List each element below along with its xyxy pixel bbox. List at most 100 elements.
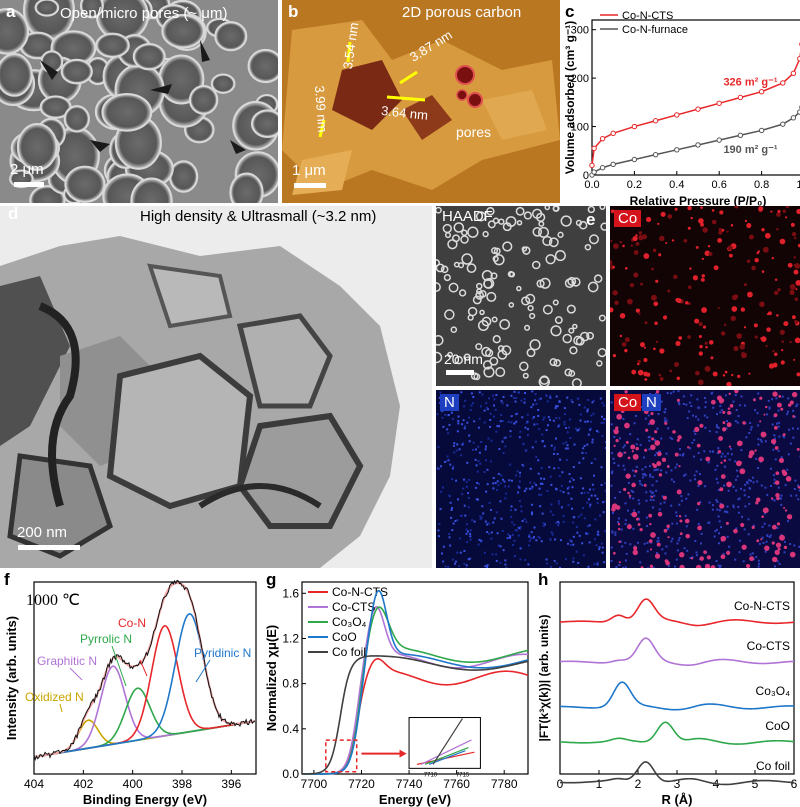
n-signal-dot — [439, 508, 442, 511]
overlay-n-dot — [718, 520, 721, 523]
inset-line — [420, 739, 472, 765]
overlay-n-dot — [783, 551, 786, 554]
n-signal-dot — [590, 420, 593, 423]
n-signal-dot — [603, 561, 606, 564]
co-signal-dot — [739, 344, 746, 350]
n-signal-dot — [583, 444, 586, 447]
overlay-n-dot — [688, 410, 691, 413]
overlay-n-dot — [622, 446, 625, 449]
haadf-particle — [527, 304, 534, 312]
x-tick-label: 7760 — [443, 777, 470, 791]
co-signal-dot — [698, 351, 703, 356]
sem-pore — [247, 48, 278, 84]
haadf-particle — [522, 372, 529, 379]
overlay-n-dot — [617, 464, 620, 467]
overlay-n-dot — [717, 564, 720, 567]
overlay-n-dot — [792, 409, 795, 412]
haadf-particle — [502, 222, 512, 232]
overlay-n-dot — [749, 421, 752, 424]
co-signal-dot — [639, 342, 645, 348]
overlay-n-dot — [749, 487, 752, 490]
n-signal-dot — [468, 434, 471, 437]
n-signal-dot — [442, 545, 445, 548]
n-signal-dot — [471, 519, 474, 522]
x-tick-label: 1 — [596, 777, 603, 791]
n-signal-dot — [484, 448, 487, 451]
overlay-n-dot — [775, 397, 778, 400]
overlay-co-dot — [696, 443, 701, 448]
series-label: Co-N-CTS — [734, 599, 790, 613]
panel-label-b: b — [288, 2, 299, 21]
n-signal-dot — [469, 409, 472, 412]
overlay-n-dot — [680, 499, 683, 502]
overlay-n-dot — [653, 469, 656, 472]
overlay-n-dot — [690, 394, 693, 397]
overlay-n-dot — [764, 512, 767, 515]
haadf-particle — [507, 270, 515, 278]
n-signal-dot — [495, 489, 498, 492]
co-signal-dot — [635, 308, 640, 313]
overlay-n-dot — [755, 457, 758, 460]
n-signal-dot — [586, 443, 589, 446]
n-signal-dot — [507, 420, 510, 423]
co-signal-dot — [633, 250, 639, 255]
overlay-n-dot — [694, 432, 697, 435]
n-signal-dot — [489, 412, 492, 415]
n-signal-dot — [562, 514, 565, 517]
n-signal-dot — [518, 436, 521, 439]
overlay-co-dot — [787, 403, 792, 407]
overlay-n-dot — [726, 452, 729, 455]
haadf-particle — [489, 356, 499, 366]
n-signal-dot — [520, 399, 523, 402]
n-signal-dot — [457, 422, 460, 425]
n-signal-dot — [545, 394, 548, 397]
n-signal-dot — [501, 420, 504, 423]
n-signal-dot — [449, 463, 452, 466]
sem-pore — [63, 105, 90, 133]
n-signal-dot — [557, 522, 560, 525]
y-tick-label: 0 — [583, 170, 589, 182]
x-tick-label: 402 — [73, 777, 93, 791]
sem-image-panel: a Open/micro pores (~ μm) 2 μm — [0, 0, 278, 203]
co-signal-dot — [653, 301, 659, 307]
haadf-particle — [532, 227, 543, 237]
x-axis-label: Relative Pressure (P/P₀) — [630, 194, 767, 208]
n-signal-dot — [602, 511, 605, 514]
haadf-particle — [487, 220, 496, 229]
overlay-co-dot — [760, 538, 763, 541]
overlay-n-dot — [687, 493, 690, 496]
n-signal-dot — [573, 443, 576, 446]
overlay-co-dot — [687, 446, 690, 449]
co-signal-dot — [718, 227, 722, 232]
overlay-co-dot — [728, 392, 731, 395]
overlay-co-dot — [631, 511, 638, 518]
overlay-n-dot — [657, 539, 660, 542]
isotherm-point — [695, 142, 701, 148]
co-signal-dot — [760, 337, 763, 340]
overlay-n-dot — [716, 464, 719, 467]
n-signal-dot — [466, 461, 469, 464]
n-signal-dot — [537, 408, 540, 411]
n-signal-dot — [512, 543, 515, 546]
n-signal-dot — [462, 478, 465, 481]
sem-pore — [132, 42, 166, 71]
xps-temp-label: 1000 ℃ — [26, 592, 80, 609]
n-signal-dot — [549, 394, 552, 397]
overlay-n-dot — [628, 496, 631, 499]
overlay-n-dot — [736, 475, 739, 478]
n-signal-dot — [521, 463, 524, 466]
n-signal-dot — [604, 530, 606, 533]
n-signal-dot — [447, 432, 450, 435]
n-signal-dot — [593, 474, 596, 477]
co-signal-dot — [635, 241, 640, 246]
overlay-n-dot — [641, 468, 644, 471]
n-signal-dot — [501, 478, 504, 481]
exafs-line-2 — [559, 681, 795, 711]
n-signal-dot — [521, 416, 524, 419]
overlay-n-dot — [743, 404, 746, 407]
n-signal-dot — [519, 558, 522, 561]
overlay-n-dot — [790, 494, 793, 497]
n-signal-dot — [448, 423, 451, 426]
n-signal-dot — [580, 513, 583, 516]
co-signal-dot — [797, 243, 800, 248]
